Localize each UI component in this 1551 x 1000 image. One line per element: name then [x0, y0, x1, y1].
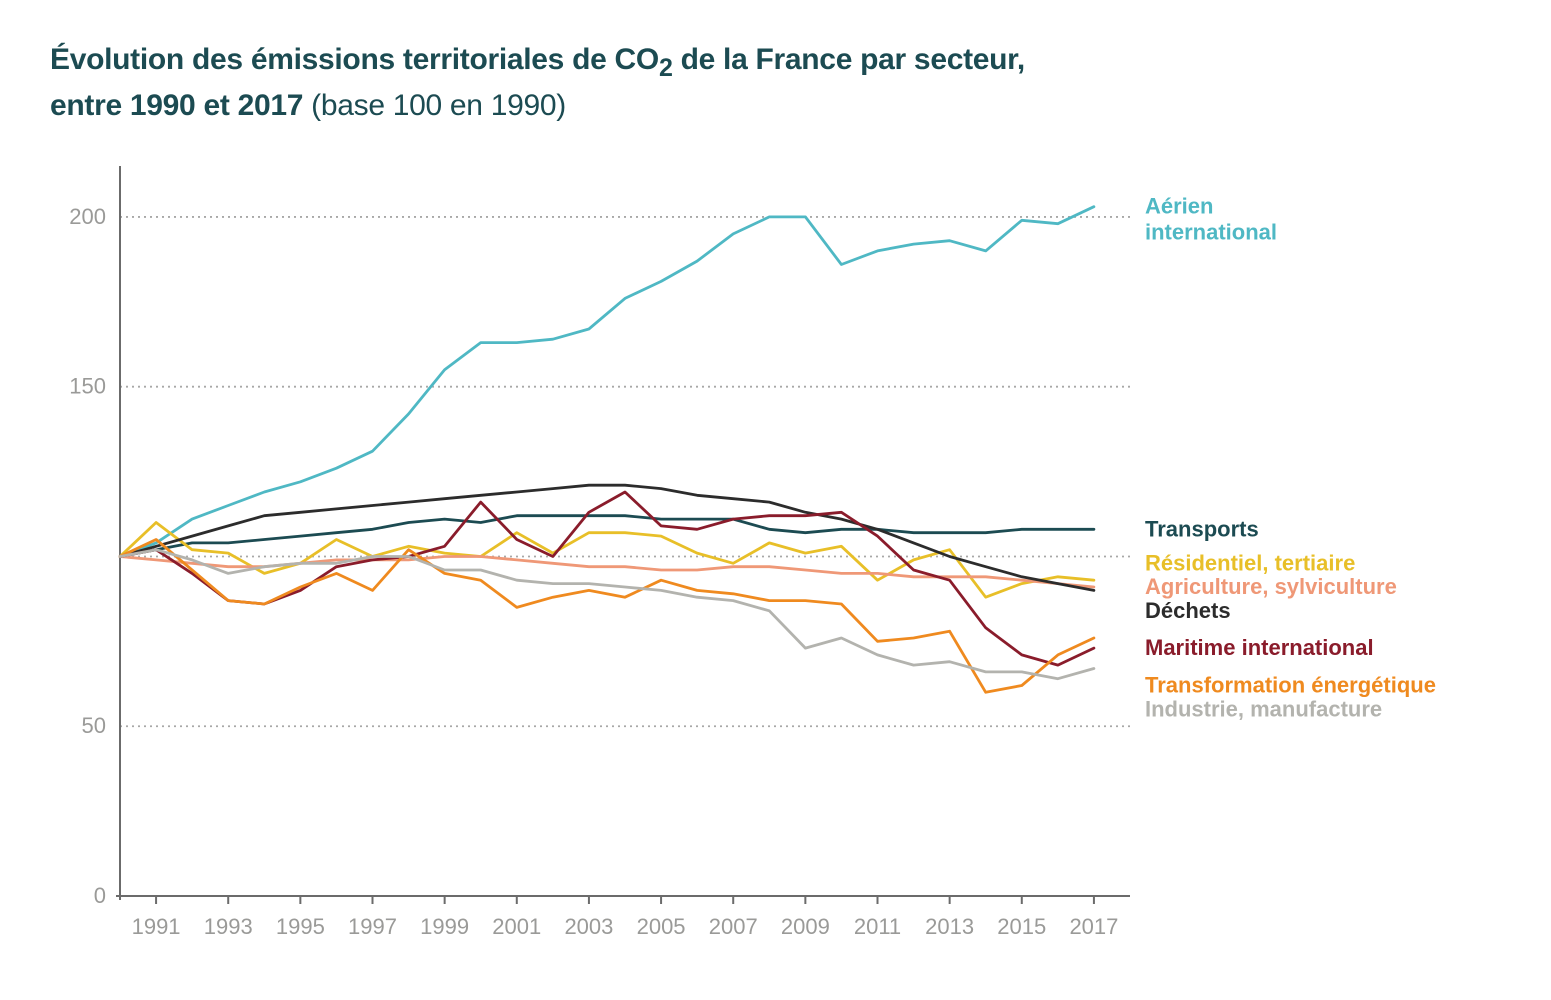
- title-line2-bold: entre 1990 et 2017: [50, 89, 303, 122]
- x-tick-label: 2001: [492, 914, 541, 939]
- x-tick-label: 2003: [564, 914, 613, 939]
- chart-svg: 0 50 150 200 1991 1993 1995 1997 1999 2001 2003 200…: [50, 156, 1500, 976]
- title-line1-suffix: de la France par secteur,: [673, 43, 1025, 76]
- y-tick-label: 0: [94, 883, 106, 908]
- series-transfo: [120, 540, 1094, 693]
- legend-transfo: Transformation énergétique: [1145, 673, 1436, 698]
- chart-plot-area: 0 50 150 200 1991 1993 1995 1997 1999 2001 2003 200…: [50, 156, 1500, 976]
- title-line1-prefix: Évolution des émissions territoriales de…: [50, 43, 659, 76]
- title-line2-light: (base 100 en 1990): [303, 89, 566, 122]
- x-tick-label: 2013: [925, 914, 974, 939]
- x-tick-label: 2017: [1069, 914, 1118, 939]
- x-tick-label: 2005: [637, 914, 686, 939]
- chart-container: Évolution des émissions territoriales de…: [0, 0, 1551, 1000]
- legend-dechets: Déchets: [1145, 598, 1231, 623]
- title-line1-subscript: 2: [659, 54, 673, 82]
- x-tick-label: 2009: [781, 914, 830, 939]
- y-tick-label: 200: [69, 204, 106, 229]
- x-tick-label: 2011: [854, 914, 901, 939]
- chart-title: Évolution des émissions territoriales de…: [50, 40, 1501, 126]
- legend-residentiel: Résidentiel, tertiaire: [1145, 551, 1355, 576]
- legend-maritime: Maritime international: [1145, 635, 1374, 660]
- x-tick-label: 1995: [276, 914, 325, 939]
- y-tick-label: 150: [69, 374, 106, 399]
- x-tick-label: 1993: [204, 914, 253, 939]
- y-tick-label: 50: [82, 713, 106, 738]
- x-tick-label: 1997: [348, 914, 397, 939]
- x-tick-label: 1999: [420, 914, 469, 939]
- x-tick-label: 2015: [997, 914, 1046, 939]
- legend-industrie: Industrie, manufacture: [1145, 697, 1382, 722]
- legend-transports: Transports: [1145, 517, 1259, 542]
- x-tick-label: 1991: [132, 914, 181, 939]
- series-aerien: [120, 207, 1094, 557]
- x-tick-label: 2007: [709, 914, 758, 939]
- series-industrie: [120, 550, 1094, 679]
- legend-aerien: Aérien: [1145, 194, 1213, 219]
- legend-agriculture: Agriculture, sylviculture: [1145, 574, 1397, 599]
- legend-aerien: international: [1145, 220, 1277, 245]
- series-maritime: [120, 492, 1094, 665]
